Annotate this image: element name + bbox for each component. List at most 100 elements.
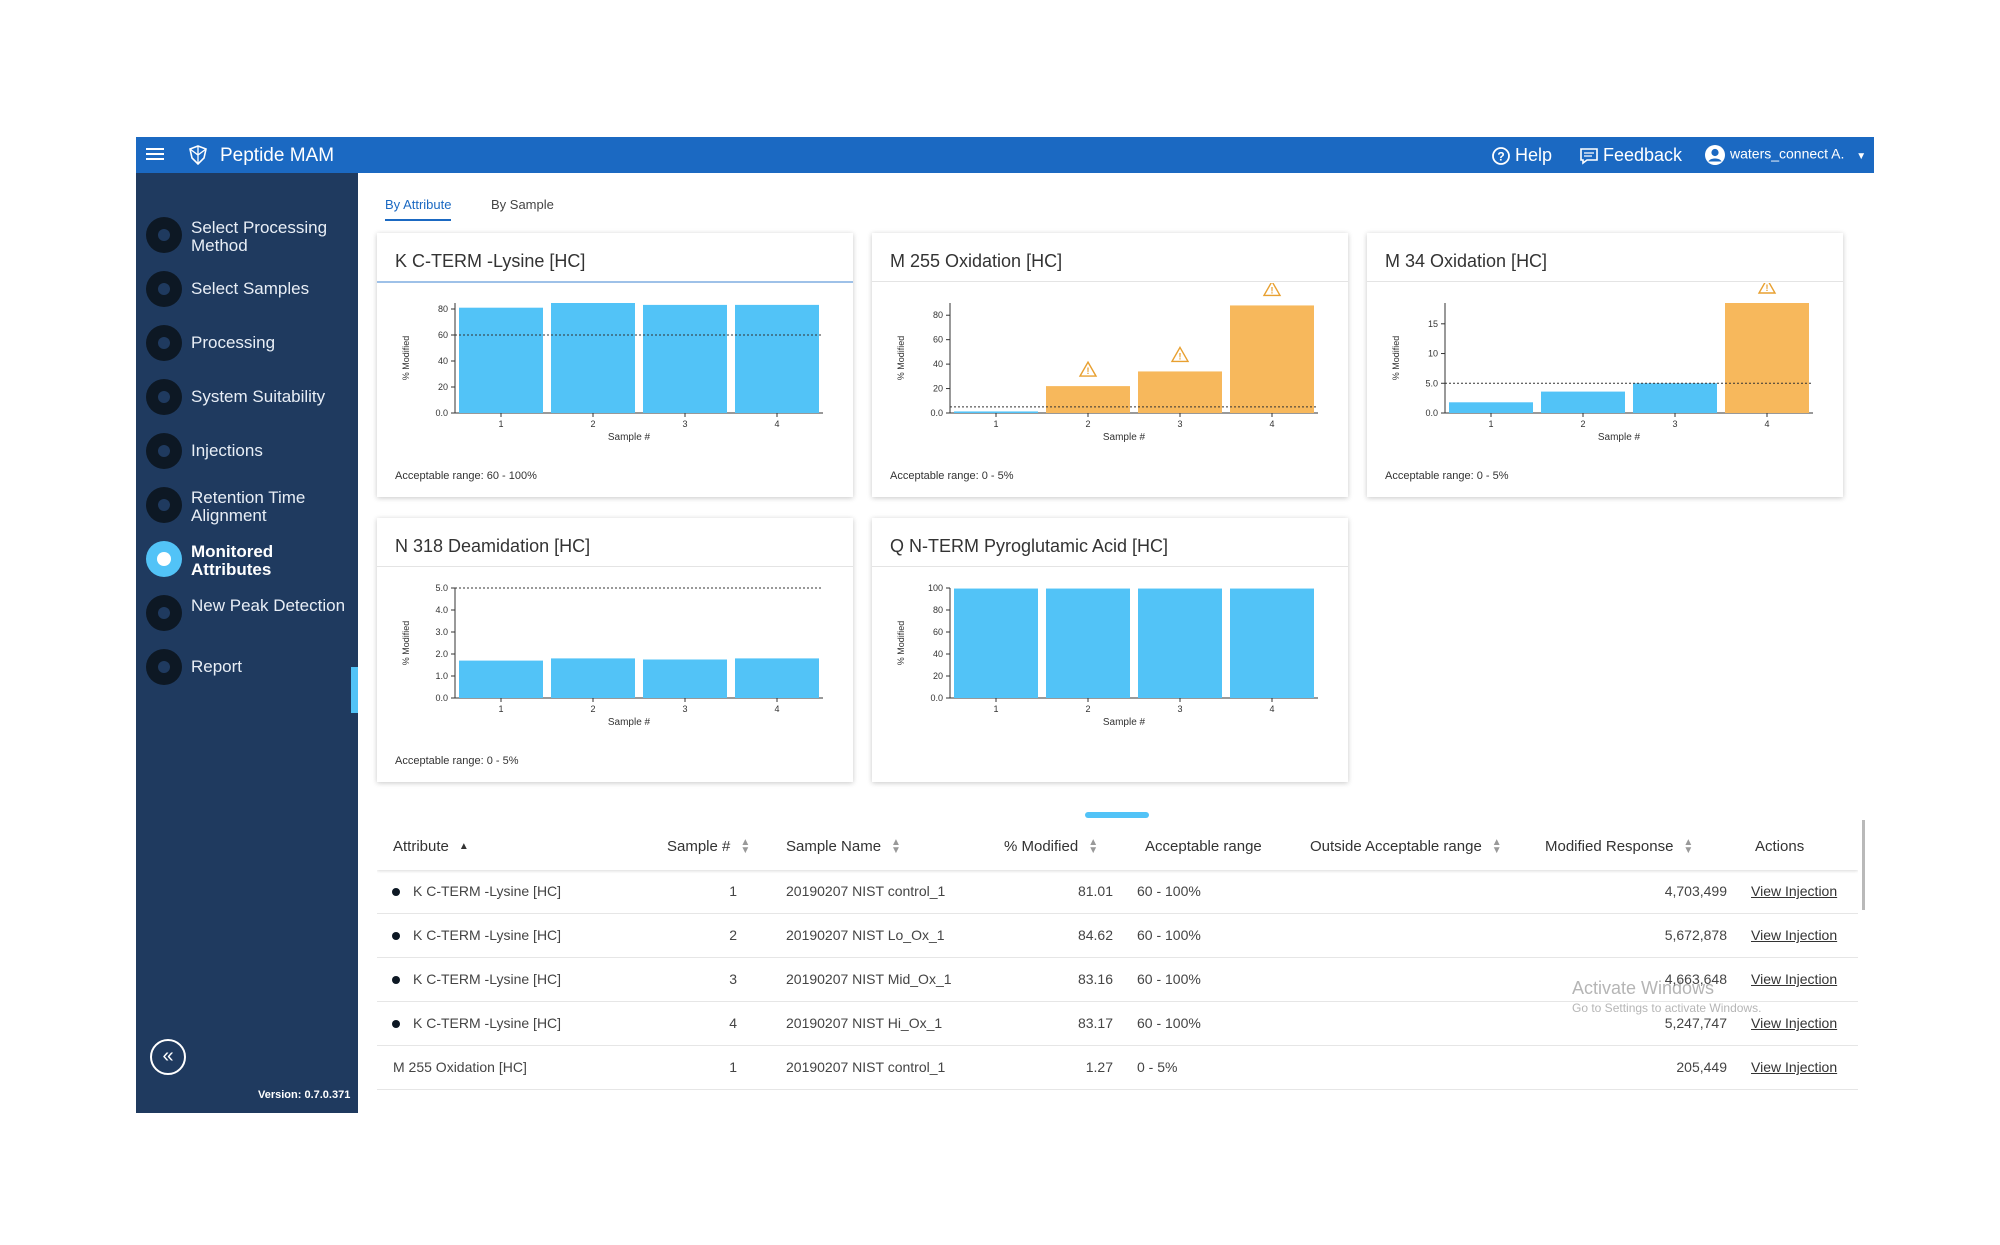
row-bullet-icon (392, 932, 400, 940)
cell-attribute: K C-TERM -Lysine [HC] (413, 1015, 562, 1031)
cell-acceptable-range: 60 - 100% (1137, 971, 1201, 987)
cell-percent-modified: 84.62 (1077, 927, 1113, 943)
table-row[interactable]: K C-TERM -Lysine [HC] 4 20190207 NIST Hi… (377, 1002, 1858, 1046)
collapse-sidebar-icon[interactable]: « (150, 1039, 186, 1075)
step-status-icon (146, 271, 182, 307)
sort-icon[interactable]: ▲ ▼ (1491, 837, 1502, 857)
active-step-indicator (351, 667, 358, 713)
column-header-outside-acceptable-range[interactable]: Outside Acceptable range ▲ ▼ (1310, 837, 1502, 857)
y-tick-label: 20 (933, 671, 943, 681)
cell-sample-number: 1 (729, 1059, 737, 1075)
table-row[interactable]: K C-TERM -Lysine [HC] 3 20190207 NIST Mi… (377, 958, 1858, 1002)
sidebar-item-processing[interactable]: Processing (146, 317, 358, 367)
tab-by-sample[interactable]: By Sample (491, 197, 554, 212)
table-row[interactable]: M 255 Oxidation [HC] 1 20190207 NIST con… (377, 1046, 1858, 1090)
cell-percent-modified: 81.01 (1077, 883, 1113, 899)
sort-icon[interactable]: ▲ ▼ (1088, 837, 1099, 857)
y-tick-label: 4.0 (435, 605, 448, 615)
bar (1046, 386, 1130, 413)
cell-modified-response: 5,672,878 (1664, 927, 1727, 943)
sort-ascending-icon[interactable]: ▲ (458, 841, 469, 853)
bar (1725, 303, 1809, 413)
column-header-attribute[interactable]: Attribute ▲ (393, 838, 469, 855)
warning-icon-mark: ! (1271, 285, 1274, 295)
column-header-sample-name[interactable]: Sample Name ▲ ▼ (786, 837, 901, 857)
help-icon: ? (1492, 147, 1510, 166)
sidebar-item-select-processing-method[interactable]: Select Processing Method (146, 209, 358, 259)
column-header-modified-response[interactable]: Modified Response ▲ ▼ (1545, 837, 1694, 857)
view-injection-link[interactable]: View Injection (1751, 1059, 1838, 1075)
bar (954, 411, 1038, 413)
cell-acceptable-range: 0 - 5% (1137, 1059, 1178, 1075)
y-tick-label: 10 (1428, 349, 1438, 359)
sidebar-item-label: Retention Time Alignment (191, 488, 306, 525)
sort-icon[interactable]: ▲ ▼ (740, 837, 751, 857)
sidebar-item-report[interactable]: Report (146, 641, 358, 691)
view-injection-link[interactable]: View Injection (1751, 1015, 1838, 1031)
x-tick-label: 1 (498, 419, 503, 429)
cell-attribute: K C-TERM -Lysine [HC] (413, 927, 562, 943)
row-bullet-icon (392, 1020, 400, 1028)
bar (1449, 402, 1533, 413)
app-window: Peptide MAM ? Help Feedback waters_connec… (136, 137, 1874, 1113)
sidebar-item-retention-time-alignment[interactable]: Retention Time Alignment (146, 479, 358, 529)
cell-sample-name: 20190207 NIST control_1 (786, 1059, 946, 1075)
table-scrollbar[interactable] (1862, 820, 1865, 910)
sidebar-item-new-peak-detection[interactable]: New Peak Detection (146, 587, 358, 637)
view-injection-link[interactable]: View Injection (1751, 927, 1838, 943)
sidebar-item-monitored-attributes[interactable]: Monitored Attributes (146, 533, 358, 583)
tab-by-attribute[interactable]: By Attribute (385, 197, 452, 221)
pane-resize-handle[interactable] (1085, 812, 1149, 818)
help-label: Help (1515, 145, 1553, 165)
chart-title: M 34 Oxidation [HC] (1385, 251, 1548, 271)
column-header-sample-number[interactable]: Sample # ▲ ▼ (667, 837, 751, 857)
column-header-acceptable-range[interactable]: Acceptable range (1145, 838, 1262, 855)
y-tick-label: 80 (933, 605, 943, 615)
row-bullet-icon (392, 976, 400, 984)
table-row[interactable]: K C-TERM -Lysine [HC] 2 20190207 NIST Lo… (377, 914, 1858, 958)
table-header: Attribute ▲ Sample # ▲ ▼ Sample Name ▲ ▼ % Mo… (377, 825, 1858, 870)
cell-percent-modified: 1.27 (1085, 1059, 1113, 1075)
feedback-icon (1580, 148, 1598, 165)
sidebar-item-injections[interactable]: Injections (146, 425, 358, 475)
column-header-percent-modified[interactable]: % Modified ▲ ▼ (1004, 837, 1099, 857)
dropdown-arrow-icon: ▼ (1856, 150, 1867, 162)
bar (1230, 588, 1314, 698)
bar-chart-k-cterm-lysine: 0.0 20 40 60 80 1 2 3 4 % Modified Sample # (401, 303, 823, 443)
sidebar-item-label: Select Processing Method (191, 218, 328, 255)
x-tick-label: 4 (1269, 704, 1274, 714)
warning-icon (1170, 346, 1190, 363)
cell-acceptable-range: 60 - 100% (1137, 927, 1201, 943)
cell-modified-response: 4,663,648 (1664, 971, 1727, 987)
x-tick-label: 3 (1177, 704, 1182, 714)
acceptable-range-text: Acceptable range: 0 - 5% (890, 470, 1014, 482)
cell-modified-response: 205,449 (1676, 1059, 1727, 1075)
hamburger-menu-icon[interactable] (146, 145, 166, 165)
sidebar-item-select-samples[interactable]: Select Samples (146, 263, 358, 313)
table-row[interactable]: K C-TERM -Lysine [HC] 1 20190207 NIST co… (377, 870, 1858, 914)
sort-icon[interactable]: ▲ ▼ (891, 837, 901, 857)
view-injection-link[interactable]: View Injection (1751, 971, 1838, 987)
step-status-icon (146, 325, 182, 361)
help-button[interactable]: ? Help (1491, 145, 1552, 166)
warning-icon (1757, 283, 1777, 294)
y-tick-label: 15 (1428, 319, 1438, 329)
bar-chart-n318-deamidation: 0.0 1.0 2.0 3.0 4.0 5.0 1 2 3 4 % Modified Sample # (401, 583, 823, 728)
view-injection-link[interactable]: View Injection (1751, 883, 1838, 899)
bar (1046, 588, 1130, 698)
chart-title: K C-TERM -Lysine [HC] (395, 251, 586, 271)
y-tick-label: 0.0 (930, 693, 943, 703)
sidebar-item-system-suitability[interactable]: System Suitability (146, 371, 358, 421)
column-header-label: Sample # (667, 838, 731, 855)
x-tick-label: 1 (993, 419, 998, 429)
feedback-button[interactable]: Feedback (1579, 145, 1682, 166)
x-tick-label: 2 (1580, 419, 1585, 429)
sort-icon[interactable]: ▲ ▼ (1683, 837, 1694, 857)
cell-acceptable-range: 60 - 100% (1137, 1015, 1201, 1031)
acceptable-range-text: Acceptable range: 0 - 5% (395, 755, 519, 767)
version-label: Version: 0.7.0.371 (258, 1089, 351, 1101)
x-tick-label: 3 (1672, 419, 1677, 429)
x-tick-label: 2 (1085, 704, 1090, 714)
step-status-icon (146, 433, 182, 469)
user-menu[interactable]: waters_connect A. ▼ (1704, 144, 1866, 166)
